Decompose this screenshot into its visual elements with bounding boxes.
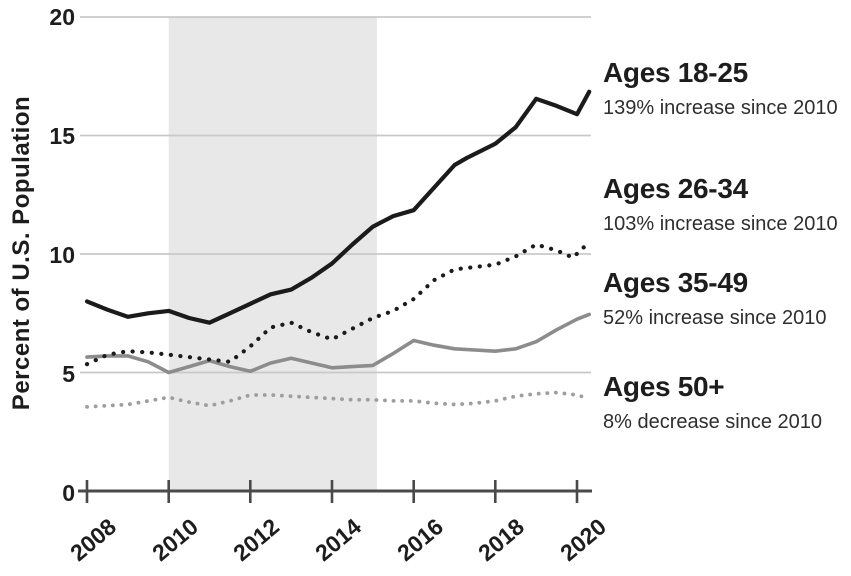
y-tick-label-5: 5 [62,361,75,387]
legend-item-ages-50-plus: Ages 50+ 8% decrease since 2010 [603,371,851,434]
series-line-ages-50-plus [85,390,588,409]
y-tick-label-15: 15 [49,123,75,149]
legend-item-ages-18-25: Ages 18-25 139% increase since 2010 [603,57,851,120]
y-tick-label-10: 10 [49,242,75,268]
legend-item-ages-35-49: Ages 35-49 52% increase since 2010 [603,267,851,330]
legend-title-ages-26-34: Ages 26-34 [603,173,748,204]
legend-subtitle-ages-18-25: 139% increase since 2010 [603,97,838,119]
series-line-ages-18-25 [84,89,592,325]
legend-title-ages-35-49: Ages 35-49 [603,267,748,298]
legend-item-ages-26-34: Ages 26-34 103% increase since 2010 [603,173,851,236]
series-line-ages-26-34 [84,240,592,367]
y-tick-label-0: 0 [62,480,75,506]
y-tick-label-20: 20 [49,4,75,30]
legend-subtitle-ages-50-plus: 8% decrease since 2010 [603,411,823,433]
legend-title-ages-18-25: Ages 18-25 [603,57,748,88]
legend-title-ages-50-plus: Ages 50+ [603,371,725,402]
legend-subtitle-ages-26-34: 103% increase since 2010 [603,213,838,235]
legend-subtitle-ages-35-49: 52% increase since 2010 [603,307,827,329]
series-line-ages-35-49 [85,312,592,375]
